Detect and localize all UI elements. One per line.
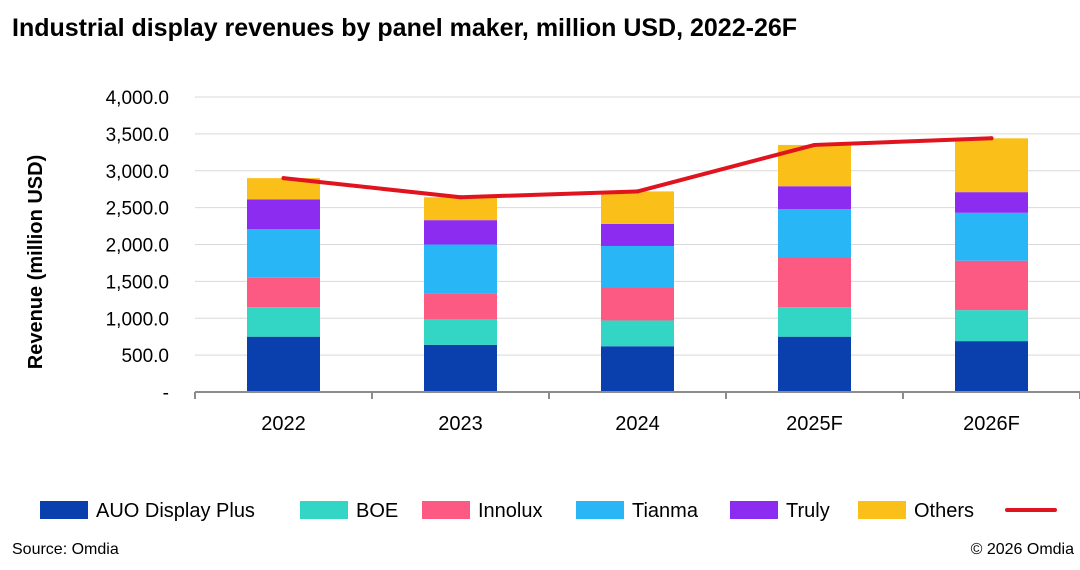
y-tick-label: 1,000.0 — [106, 309, 169, 330]
bar-segment-auo-display-plus — [778, 336, 851, 392]
bar-segment-boe — [247, 307, 320, 337]
y-axis-label: Revenue (million USD) — [25, 155, 47, 369]
bar-segment-tianma — [601, 245, 674, 289]
bar-segment-truly — [601, 223, 674, 246]
total-line-point — [812, 142, 817, 147]
legend-swatch — [300, 501, 348, 519]
legend-item-label: AUO Display Plus — [96, 500, 255, 522]
copyright-note: © 2026 Omdia — [970, 541, 1074, 558]
y-tick-label: 500.0 — [121, 346, 169, 367]
bar-segment-others — [601, 191, 674, 224]
source-note: Source: Omdia — [12, 541, 119, 558]
bar-segment-others — [424, 197, 497, 221]
bar-segment-others — [247, 178, 320, 200]
y-tick-label: 3,000.0 — [106, 162, 169, 183]
bar-segment-truly — [778, 186, 851, 210]
bar-segment-truly — [424, 220, 497, 245]
bar-segment-innolux — [778, 257, 851, 308]
bar-segment-tianma — [955, 212, 1028, 261]
x-axis — [194, 391, 1080, 399]
y-tick-label: 1,500.0 — [106, 272, 169, 293]
total-line-layer — [281, 136, 994, 200]
legend-swatch — [858, 501, 906, 519]
total-line-point — [989, 136, 994, 141]
bar-segment-truly — [247, 199, 320, 230]
bar-segment-others — [955, 138, 1028, 193]
bar-segment-auo-display-plus — [955, 341, 1028, 392]
y-tick-label: 2,500.0 — [106, 199, 169, 220]
y-axis-ticks: - 500.0 1,000.0 1,500.0 2,000.0 2,500.0 3,000.… — [106, 88, 169, 404]
total-line — [281, 136, 994, 200]
x-category-label: 2022 — [261, 413, 306, 435]
x-category-label: 2024 — [615, 413, 660, 435]
chart-title: Industrial display revenues by panel mak… — [12, 14, 798, 42]
total-line-point — [281, 176, 286, 181]
x-category-label: 2025F — [786, 413, 843, 435]
legend-swatch — [730, 501, 778, 519]
bar-segment-tianma — [424, 244, 497, 294]
bar-segment-innolux — [247, 277, 320, 308]
bar-segment-boe — [955, 310, 1028, 342]
bar-segment-boe — [778, 307, 851, 337]
bar-segment-auo-display-plus — [424, 344, 497, 392]
y-tick-label: 4,000.0 — [106, 88, 169, 109]
bar-segment-auo-display-plus — [601, 346, 674, 392]
y-tick-label: 2,000.0 — [106, 236, 169, 257]
legend-swatch — [422, 501, 470, 519]
legend: AUO Display Plus BOE Innolux Tianma Truly Oth… — [40, 500, 1057, 522]
x-axis-labels: 2022 2023 2024 2025F 2026F — [261, 413, 1020, 435]
bar-segment-innolux — [424, 293, 497, 319]
x-category-label: 2023 — [438, 413, 483, 435]
y-tick-label: - — [163, 383, 169, 404]
bar-segment-innolux — [955, 260, 1028, 311]
x-category-label: 2026F — [963, 413, 1020, 435]
total-line-point — [635, 189, 640, 194]
legend-swatch — [40, 501, 88, 519]
y-tick-label: 3,500.0 — [106, 125, 169, 146]
bar-segment-boe — [424, 318, 497, 345]
bar-segment-auo-display-plus — [247, 336, 320, 392]
legend-item-label: Truly — [786, 500, 830, 522]
bar-segment-tianma — [247, 229, 320, 278]
total-line-point — [458, 195, 463, 200]
bars — [247, 138, 1028, 392]
legend-swatch — [576, 501, 624, 519]
legend-item-label: Innolux — [478, 500, 543, 522]
bar-segment-boe — [601, 320, 674, 347]
legend-item-label: BOE — [356, 500, 398, 522]
bar-segment-tianma — [778, 209, 851, 258]
bar-segment-truly — [955, 192, 1028, 213]
bar-segment-innolux — [601, 288, 674, 321]
legend-item-label: Others — [914, 500, 974, 522]
legend-item-label: Tianma — [632, 500, 699, 522]
